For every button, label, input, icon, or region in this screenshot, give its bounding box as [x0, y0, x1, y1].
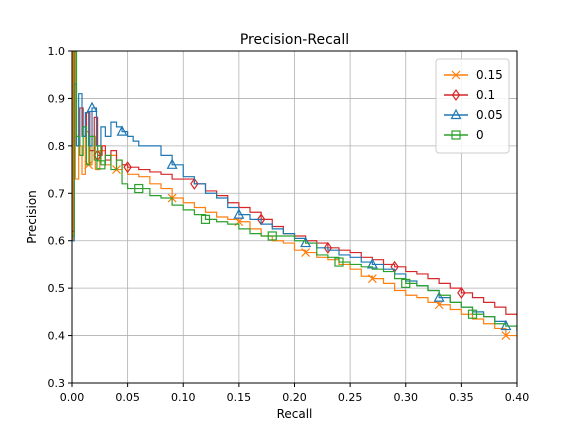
series-3: [72, 51, 517, 331]
legend-box: [435, 58, 510, 154]
series-marker: [233, 208, 245, 219]
x-tick-label: 0.25: [338, 391, 363, 404]
y-tick-label: 1.0: [48, 45, 66, 58]
legend-label: 0.1: [476, 88, 495, 102]
series-marker: [334, 257, 344, 267]
x-tick-label: 0.30: [394, 391, 419, 404]
axis-ticks: 0.00 0.05 0.10 0.15 0.20 0.25 0.30 0.35 0.400.30…: [48, 45, 530, 404]
y-tick-label: 0.7: [48, 187, 66, 200]
legend-label: 0: [476, 128, 484, 142]
series-marker: [190, 177, 199, 190]
y-tick-label: 0.3: [48, 377, 66, 390]
y-tick-label: 0.8: [48, 140, 66, 153]
legend-marker: [450, 108, 462, 120]
series-marker: [116, 125, 128, 136]
x-tick-label: 0.40: [505, 391, 530, 404]
series-marker: [457, 286, 466, 299]
series-marker: [367, 274, 377, 284]
legend-marker: [451, 130, 461, 140]
y-tick-label: 0.5: [48, 282, 66, 295]
x-tick-label: 0.20: [282, 391, 307, 404]
series-marker: [96, 160, 106, 170]
series-marker: [323, 241, 333, 254]
series-line: [72, 51, 517, 338]
series-marker: [500, 319, 512, 331]
series-marker: [501, 331, 511, 340]
legend-label: 0.05: [476, 108, 503, 122]
series-marker: [123, 161, 132, 174]
legend-marker: [451, 88, 461, 102]
series-marker: [434, 300, 444, 310]
series-marker: [301, 248, 311, 257]
chart-title: Precision-Recall: [240, 32, 349, 48]
legend: 0.15 0.1 0.05 0: [435, 58, 510, 154]
y-tick-label: 0.9: [48, 92, 66, 105]
series-marker: [401, 278, 411, 288]
series-line: [72, 51, 517, 319]
series-marker: [200, 214, 211, 224]
x-tick-label: 0.05: [115, 391, 140, 404]
series-line: [72, 51, 517, 331]
series-marker: [300, 236, 312, 248]
legend-label: 0.15: [476, 68, 503, 82]
y-tick-label: 0.4: [48, 330, 66, 343]
x-axis-label: Recall: [277, 407, 313, 421]
series-marker: [267, 231, 277, 241]
series-marker: [433, 291, 445, 302]
series-lines: [72, 51, 517, 340]
x-tick-label: 0.35: [449, 391, 474, 404]
x-tick-label: 0.00: [60, 391, 85, 404]
y-axis-label: Precision: [25, 190, 39, 244]
series-marker: [134, 183, 144, 194]
series-1: [72, 51, 517, 319]
series-marker: [166, 158, 178, 169]
x-tick-label: 0.10: [171, 391, 196, 404]
y-tick-label: 0.6: [48, 235, 66, 248]
series-marker: [467, 309, 478, 319]
x-tick-label: 0.15: [227, 391, 252, 404]
series-marker: [86, 101, 98, 113]
legend-marker: [451, 70, 461, 80]
